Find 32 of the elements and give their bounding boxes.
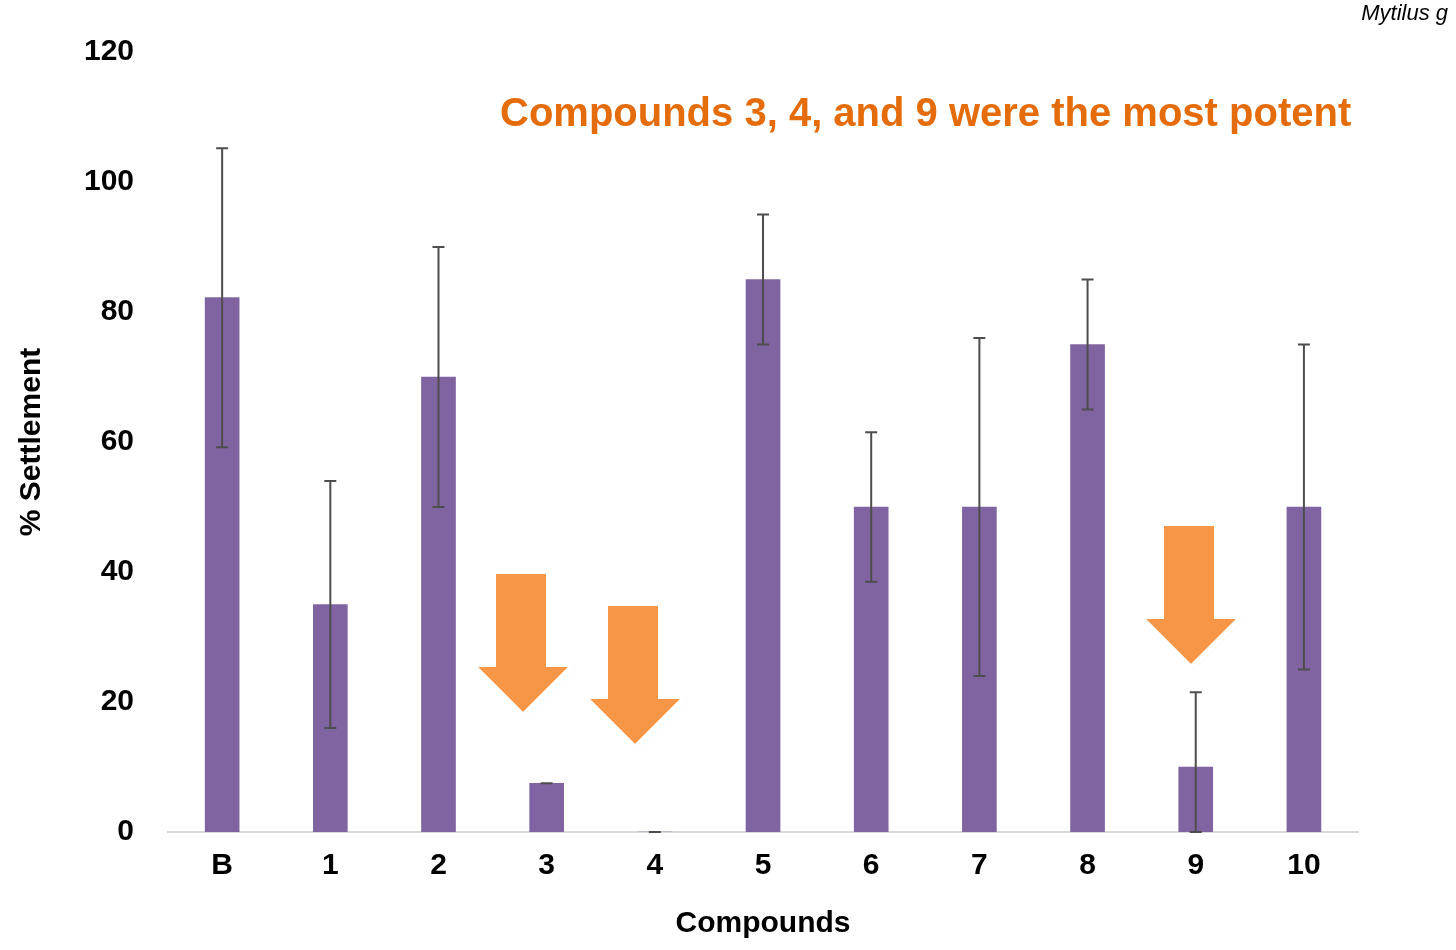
y-tick-label: 100 — [83, 163, 135, 197]
x-tick-label: 5 — [754, 847, 772, 881]
y-tick-label: 40 — [100, 553, 135, 587]
y-tick-label: 0 — [117, 813, 135, 847]
x-tick-label: 9 — [1187, 847, 1205, 881]
x-tick-label: 4 — [646, 847, 664, 881]
bar — [204, 297, 240, 832]
bar — [1070, 344, 1105, 832]
x-tick-label: 7 — [971, 847, 988, 881]
x-tick-label: B — [211, 847, 233, 881]
x-tick-label: 1 — [321, 847, 339, 881]
x-tick-label: 10 — [1287, 847, 1321, 881]
y-tick-label: 120 — [83, 33, 135, 67]
bar — [1286, 506, 1322, 832]
y-tick-label: 60 — [100, 423, 135, 457]
bar — [312, 604, 348, 832]
bar — [853, 506, 889, 832]
y-tick-label: 80 — [100, 293, 135, 327]
bar — [529, 782, 564, 832]
bar — [1178, 766, 1214, 832]
y-tick-label: 20 — [100, 683, 135, 717]
x-tick-label: 3 — [538, 847, 556, 881]
x-tick-label: 8 — [1079, 847, 1096, 881]
text: Mytilus g — [1361, 0, 1448, 26]
x-tick-label: 6 — [862, 847, 880, 881]
y-axis-title: % Settlement — [13, 347, 47, 537]
x-axis-title: Compounds — [675, 905, 851, 939]
annotation: Compounds 3, 4, and 9 were the most potent — [500, 90, 1352, 135]
x-tick-label: 2 — [430, 847, 447, 881]
bar — [962, 506, 997, 832]
bar — [421, 376, 456, 832]
bar — [745, 279, 781, 832]
